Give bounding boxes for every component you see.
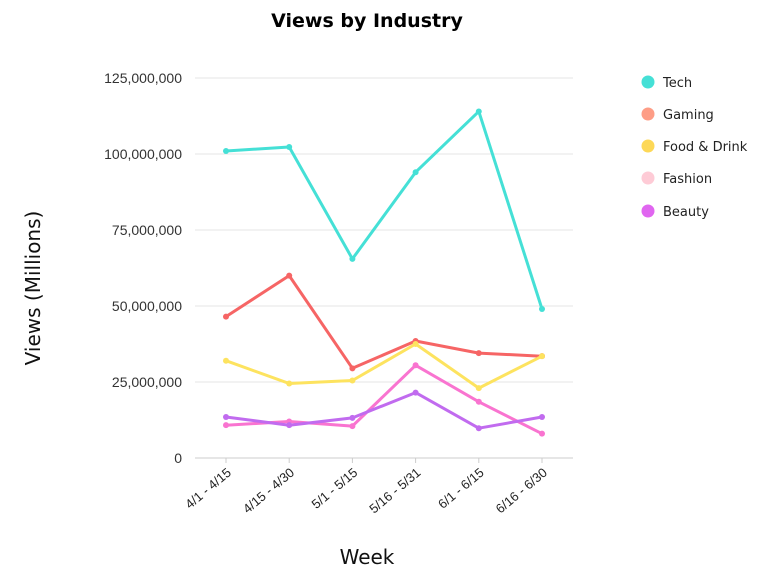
data-point: [286, 422, 293, 429]
gridlines: [195, 77, 573, 459]
data-point: [475, 425, 482, 432]
data-point: [223, 422, 229, 429]
data-point: [412, 169, 419, 176]
series-line-fashion: [224, 363, 544, 436]
data-point: [223, 313, 229, 320]
x-axis-ticks: 4/1 - 4/15 4/15 - 4/30 5/1 - 5/15 5/16 - 5/…: [182, 458, 550, 516]
y-axis-ticks: 0 25,000,000 50,000,000 75,000,000 100,000,0…: [104, 70, 182, 466]
legend-label: Fashion: [663, 172, 712, 187]
data-point: [349, 423, 356, 430]
x-tick-label: 4/1 - 4/15: [182, 465, 234, 512]
data-point: [475, 350, 482, 357]
data-point: [286, 144, 293, 151]
data-point: [412, 341, 419, 347]
data-point: [349, 377, 356, 384]
legend-item: Tech: [641, 75, 692, 91]
data-point: [223, 147, 229, 154]
series-line-beauty: [224, 391, 544, 430]
data-point: [223, 413, 229, 420]
series-line-tech: [224, 109, 544, 311]
x-tick-label: 4/15 - 4/30: [240, 465, 297, 516]
legend-item: Food & Drink: [641, 139, 748, 155]
legend-label: Beauty: [663, 205, 709, 220]
legend-swatch: [641, 204, 655, 218]
series-line-food-drink: [224, 342, 544, 390]
data-point: [412, 362, 419, 369]
series-lines: [223, 108, 545, 437]
legend-item: Beauty: [641, 204, 709, 220]
series-line-gaming: [224, 274, 544, 370]
x-tick-label: 5/1 - 5/15: [309, 465, 361, 512]
legend-label: Gaming: [663, 108, 714, 123]
data-point: [349, 414, 356, 421]
legend-swatch: [641, 139, 655, 153]
legend-label: Food & Drink: [663, 140, 748, 155]
data-point: [539, 306, 545, 313]
legend-swatch: [641, 107, 655, 121]
chart-title: Views by Industry: [271, 10, 463, 32]
y-axis-label: Views (Millions): [21, 211, 45, 366]
data-point: [349, 255, 356, 262]
legend-item: Fashion: [641, 171, 712, 187]
y-tick-label: 50,000,000: [112, 298, 182, 314]
data-point: [475, 398, 482, 405]
data-point: [223, 357, 229, 364]
data-point: [349, 365, 356, 372]
data-point: [539, 353, 545, 360]
data-point: [475, 385, 482, 392]
data-point: [539, 413, 545, 420]
y-tick-label: 0: [174, 450, 182, 466]
legend-swatch: [641, 75, 655, 89]
y-tick-label: 25,000,000: [112, 374, 182, 390]
legend: Tech Gaming Food & Drink Fashion Beauty: [641, 75, 748, 220]
x-tick-label: 6/16 - 6/30: [493, 465, 550, 516]
x-tick-label: 5/16 - 5/31: [366, 465, 423, 516]
x-axis-label: Week: [340, 545, 395, 569]
y-tick-label: 125,000,000: [104, 70, 182, 86]
data-point: [286, 272, 293, 279]
data-point: [412, 389, 419, 396]
legend-swatch: [641, 171, 655, 185]
y-tick-label: 75,000,000: [112, 222, 182, 238]
data-point: [286, 380, 293, 387]
data-point: [539, 430, 545, 437]
x-tick-label: 6/1 - 6/15: [435, 465, 487, 512]
legend-item: Gaming: [641, 107, 714, 123]
data-point: [475, 108, 482, 115]
y-tick-label: 100,000,000: [104, 146, 182, 162]
legend-label: Tech: [662, 76, 692, 91]
